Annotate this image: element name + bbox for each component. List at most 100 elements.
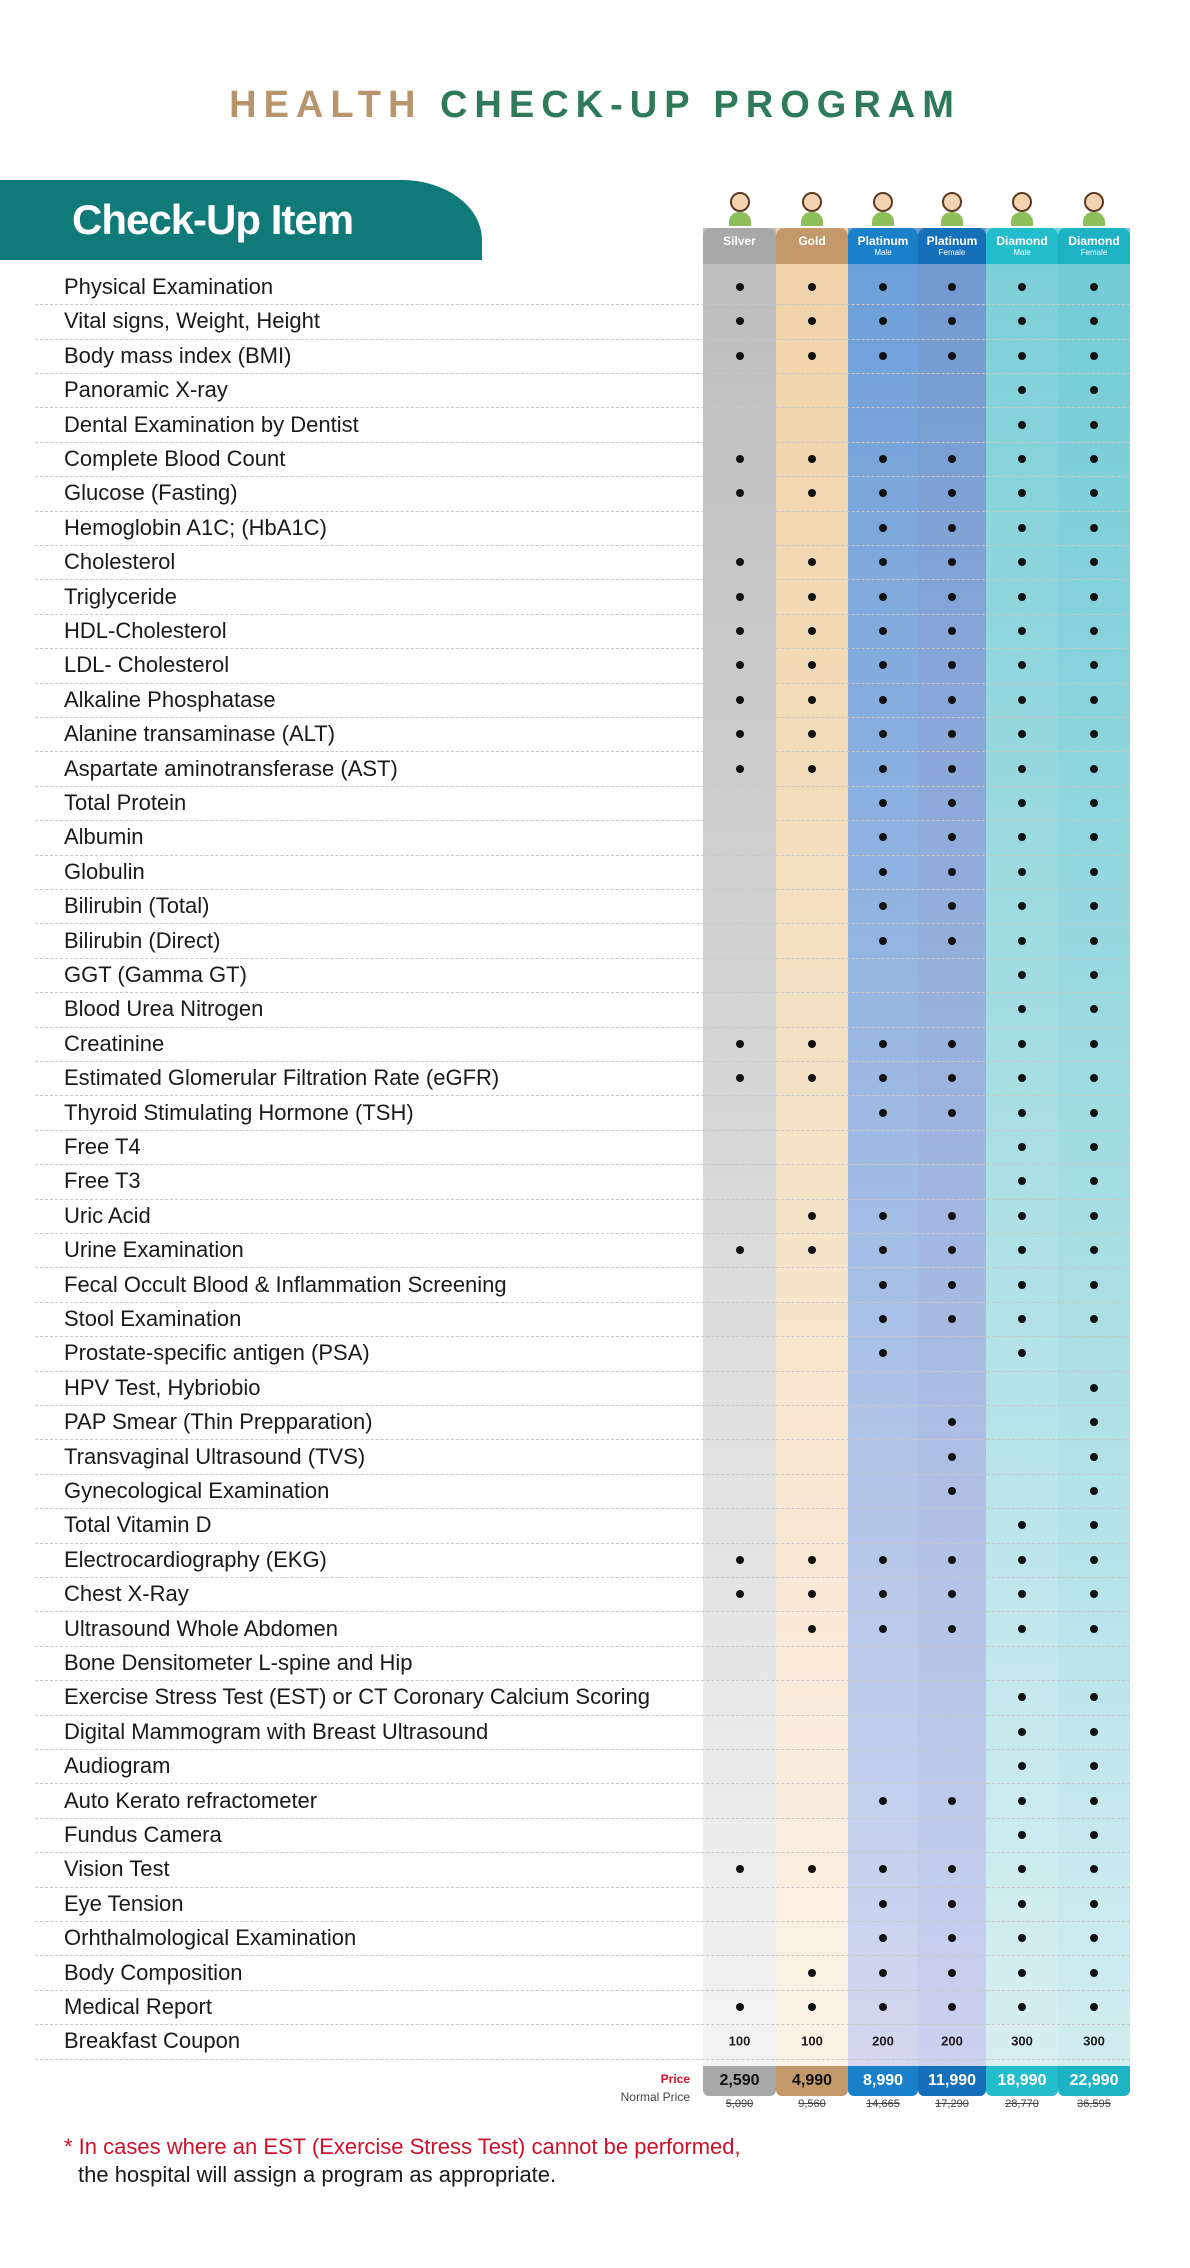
check-dot: [1090, 695, 1098, 704]
check-dot: [879, 902, 887, 911]
column-header: Platinum Female: [918, 228, 986, 264]
row-item: HPV Test, Hybriobio: [64, 1374, 261, 1400]
check-dot: [1018, 558, 1026, 567]
check-dot: [948, 1624, 956, 1633]
row-item: Alkaline Phosphatase: [64, 686, 276, 712]
check-dot: [1090, 730, 1098, 739]
check-dot: [948, 833, 956, 842]
row-item: Transvaginal Ultrasound (TVS): [64, 1443, 366, 1469]
check-dot: [1018, 1039, 1026, 1048]
row-separator: [35, 545, 1130, 546]
check-dot: [948, 351, 956, 360]
column-sub: Male: [874, 248, 892, 257]
check-dot: [948, 2003, 956, 2011]
row-item: HDL-Cholesterol: [64, 618, 227, 643]
check-dot: [948, 283, 956, 291]
check-dot: [1090, 1796, 1098, 1805]
row-item: Estimated Glomerular Filtration Rate (eG…: [64, 1065, 500, 1091]
column-bg: [918, 228, 986, 2078]
row-item: Digital Mammogram with Breast Ultrasound: [64, 1718, 489, 1744]
check-dot: [735, 695, 744, 704]
row-separator: [35, 1233, 1130, 1234]
check-dot: [1090, 799, 1098, 807]
check-dot: [735, 351, 744, 360]
column-header: Diamond Male: [986, 228, 1058, 264]
row-item: Bilirubin (Total): [64, 893, 210, 919]
check-dot: [1018, 764, 1026, 773]
check-dot: [948, 1280, 956, 1289]
check-dot: [948, 523, 956, 532]
check-dot: [879, 455, 887, 463]
row-item: Glucose (Fasting): [64, 480, 238, 506]
check-dot: [948, 1590, 956, 1599]
row-item: Electrocardiography (EKG): [64, 1546, 327, 1572]
check-dot: [1090, 592, 1098, 601]
icon-body: [728, 212, 751, 226]
check-dot: [1018, 1934, 1026, 1943]
row-separator: [35, 1129, 1130, 1131]
row-separator: [35, 923, 1130, 925]
check-dot: [1090, 936, 1098, 945]
check-dot: [948, 936, 956, 945]
check-dot: [879, 867, 887, 876]
check-dot: [808, 1590, 816, 1599]
icon-head: [1012, 192, 1032, 212]
check-dot: [948, 1452, 956, 1461]
check-dot: [1090, 1693, 1098, 1702]
check-dot: [1018, 420, 1026, 429]
row-separator: [35, 992, 1130, 994]
row-item: Body Composition: [64, 1959, 243, 1985]
row-separator: [35, 1336, 1130, 1338]
price: 4,990: [776, 2066, 848, 2096]
row-item: Gynecological Examination: [64, 1478, 330, 1503]
row-separator: [35, 1473, 1130, 1475]
row-item: LDL- Cholesterol: [64, 652, 230, 678]
cell-value: 300: [1083, 2033, 1105, 2049]
price: 11,990: [918, 2066, 986, 2096]
row-separator: [35, 1749, 1130, 1750]
row-item: GGT (Gamma GT): [64, 962, 247, 987]
check-dot: [1090, 1039, 1098, 1048]
row-separator: [35, 1405, 1130, 1406]
row-item: Bone Densitometer L-spine and Hip: [64, 1650, 413, 1675]
check-dot: [1090, 1143, 1098, 1151]
row-separator: [35, 889, 1130, 890]
check-dot: [1018, 695, 1026, 704]
row-separator: [35, 407, 1130, 409]
check-dot: [1018, 455, 1026, 463]
row-separator: [35, 1783, 1130, 1785]
row-item: Uric Acid: [64, 1202, 151, 1228]
check-dot: [879, 523, 887, 532]
row-item: Dental Examination by Dentist: [64, 411, 359, 437]
check-dot: [1090, 1899, 1098, 1908]
check-dot: [1090, 627, 1098, 635]
check-dot: [948, 730, 956, 739]
icon-body: [801, 212, 823, 226]
icon-head: [1084, 192, 1104, 212]
check-dot: [1018, 1555, 1026, 1564]
check-dot: [808, 1074, 816, 1083]
row-item: Bilirubin (Direct): [64, 927, 221, 953]
check-dot: [1090, 1521, 1098, 1530]
check-dot: [1090, 317, 1098, 326]
check-dot: [1090, 1177, 1098, 1186]
row-item: Total Vitamin D: [64, 1512, 212, 1538]
check-dot: [1018, 1280, 1026, 1289]
row-separator: [35, 2058, 1130, 2060]
row-separator: [35, 1061, 1130, 1062]
normal-price: 28,770: [1005, 2098, 1039, 2110]
check-dot: [735, 2003, 744, 2011]
row-item: Aspartate aminotransferase (AST): [64, 755, 398, 781]
check-dot: [1090, 661, 1098, 670]
price: 2,590: [703, 2066, 776, 2096]
check-dot: [1018, 1624, 1026, 1633]
check-dot: [1018, 2003, 1026, 2011]
check-dot: [735, 1555, 744, 1564]
check-dot: [1090, 283, 1098, 291]
row-separator: [35, 1852, 1130, 1854]
check-dot: [735, 489, 744, 498]
check-dot: [948, 558, 956, 567]
check-dot: [1018, 1108, 1026, 1117]
row-separator: [35, 682, 1130, 684]
row-separator: [35, 579, 1130, 581]
